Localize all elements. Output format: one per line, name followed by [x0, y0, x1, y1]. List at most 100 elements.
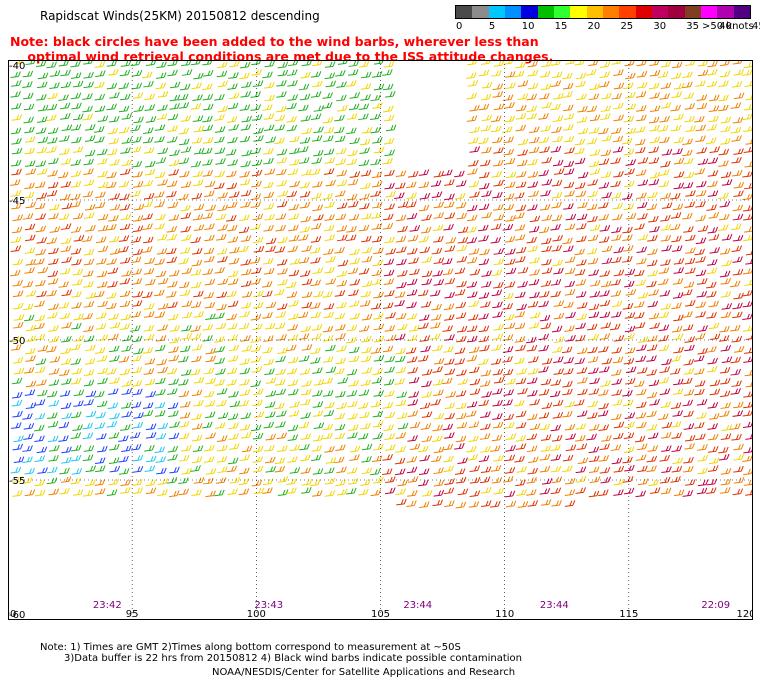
wind-barb — [204, 411, 216, 419]
wind-barb — [169, 103, 180, 110]
wind-barb — [454, 170, 465, 178]
wind-barb — [37, 72, 49, 80]
wind-barb — [732, 116, 744, 124]
wind-barb — [598, 127, 609, 135]
wind-barb — [742, 289, 753, 297]
wind-barb — [24, 467, 35, 475]
wind-barb — [433, 201, 445, 209]
wind-barb — [12, 258, 24, 266]
wind-barb — [214, 93, 225, 101]
wind-barb — [214, 422, 226, 429]
legend-unit-label: >50 knots — [702, 21, 754, 32]
wind-barb — [22, 413, 33, 420]
wind-barb — [611, 92, 622, 100]
wind-barb — [733, 292, 744, 300]
wind-barb — [47, 270, 59, 278]
wind-barb — [649, 69, 661, 77]
wind-barb — [444, 212, 456, 220]
wind-barb — [696, 290, 708, 298]
wind-barb — [180, 345, 191, 353]
wind-barb — [634, 321, 646, 329]
wind-barb — [670, 192, 681, 200]
wind-barb — [613, 269, 625, 277]
wind-barb — [325, 278, 337, 285]
wind-barb — [166, 367, 178, 375]
wind-barb — [203, 477, 214, 485]
wind-barb — [286, 115, 297, 123]
wind-barb — [634, 435, 646, 443]
wind-barb — [108, 235, 120, 243]
wind-barb — [384, 169, 395, 177]
wind-barb — [683, 92, 694, 100]
wind-barb — [682, 212, 693, 220]
wind-barb — [96, 270, 108, 278]
wind-barb — [335, 158, 347, 166]
wind-barb — [288, 203, 299, 211]
wind-barb — [384, 149, 395, 157]
wind-barb — [253, 135, 264, 142]
wind-barb — [360, 300, 371, 307]
wind-barb — [10, 159, 22, 167]
wind-barb — [685, 190, 696, 197]
wind-barb — [70, 200, 81, 208]
wind-barb — [193, 125, 205, 133]
wind-barb — [34, 202, 46, 210]
wind-barb — [59, 487, 70, 495]
wind-barb — [132, 248, 143, 256]
longitude-tick-label: 105 — [371, 609, 390, 620]
wind-barb — [682, 149, 693, 157]
wind-barb — [12, 443, 23, 451]
wind-barb — [433, 389, 444, 397]
wind-barb — [265, 136, 277, 144]
wind-barb — [120, 257, 131, 264]
wind-barb — [622, 193, 633, 200]
wind-barb — [515, 443, 527, 450]
wind-barb — [505, 248, 516, 255]
legend-swatch — [504, 6, 522, 18]
wind-barb — [541, 214, 553, 222]
wind-barb — [214, 147, 226, 155]
wind-barb — [349, 312, 360, 320]
wind-barb — [202, 170, 214, 177]
wind-barb — [241, 149, 252, 157]
wind-barb — [70, 358, 82, 365]
wind-barb — [622, 456, 633, 464]
wind-barb — [647, 269, 659, 277]
wind-barb — [46, 289, 57, 297]
wind-barb — [214, 357, 225, 365]
wind-barb — [526, 433, 538, 441]
wind-barb — [143, 324, 155, 332]
wind-barb — [743, 401, 753, 409]
wind-barb — [745, 258, 753, 265]
wind-barb — [371, 171, 383, 179]
wind-barb — [407, 366, 419, 374]
wind-barb — [216, 248, 228, 255]
wind-barb — [670, 212, 682, 219]
wind-barb — [59, 148, 70, 155]
wind-barb — [251, 169, 263, 177]
wind-barb — [300, 114, 312, 122]
wind-barb — [397, 422, 409, 430]
wind-barb — [709, 333, 721, 341]
wind-barb — [94, 347, 106, 354]
wind-barb — [144, 257, 155, 265]
wind-barb — [287, 79, 298, 87]
wind-barb — [720, 311, 732, 319]
wind-barb — [646, 410, 657, 418]
wind-barb — [562, 380, 573, 388]
wind-barb — [277, 61, 289, 69]
wind-barb — [515, 421, 527, 429]
wind-barb — [685, 479, 696, 486]
wind-barb — [228, 433, 239, 440]
wind-barb — [588, 303, 600, 311]
wind-barb — [24, 223, 36, 231]
wind-barb — [659, 93, 670, 100]
wind-barb — [577, 171, 589, 179]
wind-barb — [312, 204, 324, 212]
wind-barb — [743, 125, 753, 133]
wind-barb — [406, 201, 417, 208]
wind-barb — [58, 213, 70, 221]
wind-barb — [95, 323, 107, 330]
wind-barb — [646, 355, 657, 362]
wind-barb — [466, 410, 477, 418]
